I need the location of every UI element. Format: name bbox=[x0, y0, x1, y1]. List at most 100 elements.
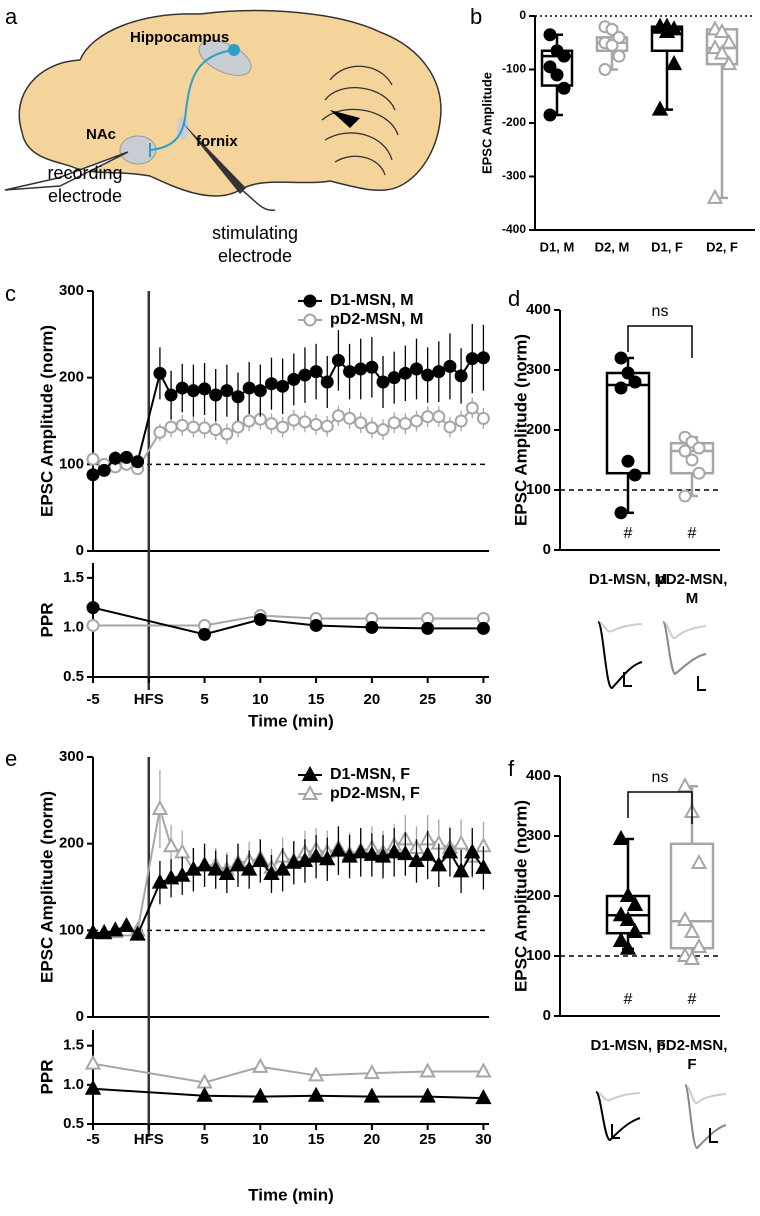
marker bbox=[658, 22, 676, 39]
y-axis-label: EPSC Amplitude (norm) bbox=[511, 800, 530, 992]
ventricle bbox=[330, 110, 360, 128]
marker bbox=[363, 1087, 381, 1103]
marker bbox=[162, 869, 180, 885]
cerebellum-folds bbox=[321, 65, 399, 176]
x-tick-label: 20 bbox=[364, 1131, 381, 1148]
marker bbox=[331, 353, 345, 367]
marker bbox=[86, 618, 100, 632]
marker bbox=[287, 413, 301, 427]
x-tick-label: 5 bbox=[200, 1131, 208, 1148]
marker bbox=[231, 420, 245, 434]
marker bbox=[363, 1063, 381, 1080]
marker bbox=[151, 799, 169, 815]
marker bbox=[242, 381, 256, 395]
marker bbox=[619, 939, 637, 955]
marker bbox=[84, 1054, 102, 1070]
y-tick-label: -400 bbox=[502, 222, 526, 236]
x-tick-label: 30 bbox=[475, 1131, 492, 1148]
marker bbox=[151, 873, 169, 889]
legend-marker bbox=[303, 313, 317, 327]
category-label: D2, F bbox=[706, 239, 738, 254]
marker bbox=[605, 38, 619, 52]
marker bbox=[320, 419, 334, 433]
marker bbox=[307, 1066, 325, 1082]
category-label: D1-MSN, F bbox=[590, 1037, 666, 1054]
x-tick-label: HFS bbox=[134, 691, 164, 708]
y-axis-label: EPSC Amplitude (norm) bbox=[511, 334, 530, 526]
marker bbox=[387, 371, 401, 385]
y-tick-label: 1.0 bbox=[63, 1076, 84, 1093]
y-tick-label: 400 bbox=[526, 301, 551, 318]
marker bbox=[419, 1087, 436, 1103]
y-tick-label: -100 bbox=[502, 62, 526, 76]
marker bbox=[452, 862, 470, 878]
marker bbox=[550, 68, 564, 82]
y-tick-label: 100 bbox=[59, 455, 84, 472]
marker bbox=[676, 910, 694, 926]
marker bbox=[706, 39, 724, 55]
marker bbox=[365, 421, 379, 435]
marker bbox=[464, 843, 481, 859]
y-tick-label: -200 bbox=[502, 115, 526, 129]
marker bbox=[376, 423, 390, 437]
marker bbox=[628, 375, 642, 389]
category-label: pD2-MSN, M bbox=[656, 571, 728, 607]
marker bbox=[84, 923, 102, 939]
marker bbox=[97, 463, 111, 477]
x-tick-label: 25 bbox=[419, 691, 436, 708]
marker bbox=[543, 60, 557, 74]
marker bbox=[252, 851, 269, 867]
marker bbox=[619, 910, 637, 926]
y-tick-label: 0 bbox=[76, 1008, 84, 1025]
legend-label: pD2-MSN, M bbox=[330, 311, 423, 328]
marker bbox=[626, 895, 644, 911]
x-axis-label: Time (min) bbox=[248, 711, 334, 730]
marker bbox=[720, 33, 738, 49]
marker bbox=[690, 937, 708, 953]
marker bbox=[330, 841, 347, 857]
marker bbox=[441, 843, 459, 859]
x-tick-label: 15 bbox=[308, 1131, 325, 1148]
marker bbox=[443, 420, 457, 434]
marker bbox=[619, 886, 637, 902]
marker bbox=[153, 425, 167, 439]
diagram-label: NAc bbox=[86, 126, 116, 143]
marker bbox=[129, 925, 146, 941]
legend-marker bbox=[303, 294, 317, 308]
marker bbox=[432, 365, 446, 379]
marker bbox=[621, 454, 635, 468]
y-axis-label: EPSC Amplitude (norm) bbox=[37, 325, 56, 517]
panel-label: a bbox=[5, 4, 18, 29]
y-tick-label: 1.5 bbox=[63, 1037, 84, 1054]
y-tick-label: 0 bbox=[519, 8, 526, 22]
marker bbox=[220, 427, 234, 441]
marker bbox=[665, 55, 683, 71]
marker bbox=[692, 441, 706, 455]
marker bbox=[309, 618, 323, 632]
marker bbox=[432, 410, 446, 424]
significance-mark: # bbox=[624, 525, 633, 542]
marker bbox=[465, 352, 479, 366]
marker bbox=[296, 851, 314, 867]
marker bbox=[475, 1089, 492, 1105]
marker bbox=[409, 362, 423, 376]
marker bbox=[678, 444, 692, 458]
marker bbox=[164, 388, 178, 402]
marker bbox=[387, 416, 401, 430]
marker bbox=[108, 451, 122, 465]
marker bbox=[307, 1086, 325, 1102]
marker bbox=[475, 858, 492, 874]
y-tick-label: 200 bbox=[59, 835, 84, 852]
significance-bracket bbox=[627, 325, 693, 358]
marker bbox=[476, 351, 490, 365]
marker bbox=[153, 366, 167, 380]
x-tick-label: HFS bbox=[134, 1131, 164, 1148]
x-tick-label: 15 bbox=[308, 691, 325, 708]
y-tick-label: 0.5 bbox=[63, 1115, 84, 1132]
marker bbox=[419, 845, 436, 861]
marker bbox=[298, 415, 312, 429]
marker bbox=[309, 365, 323, 379]
marker bbox=[476, 621, 490, 635]
diagram-label: recording electrode bbox=[47, 163, 123, 206]
marker bbox=[220, 384, 234, 398]
